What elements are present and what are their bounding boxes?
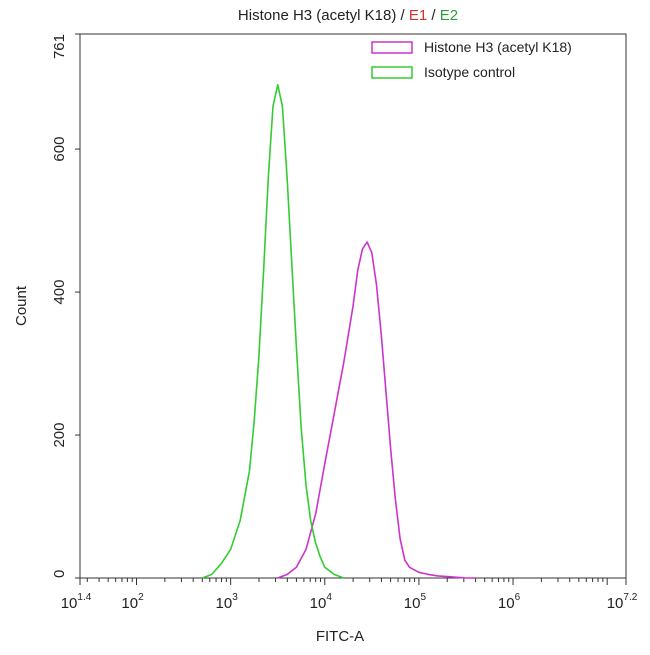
legend-label: Isotype control (424, 64, 515, 80)
title-part-0: Histone H3 (acetyl K18) (238, 7, 396, 24)
legend-swatch (371, 66, 413, 79)
x-tick-label: 101.4 (61, 592, 92, 612)
title-part-2: E1 (409, 7, 427, 24)
x-tick-label: 104 (310, 592, 333, 612)
series-line-1 (277, 241, 476, 579)
series-line-2 (202, 84, 344, 579)
x-axis: 101.4 102 103 104 105 106 107.2 (61, 578, 638, 612)
legend-swatch (371, 41, 413, 54)
x-tick-label: 102 (121, 592, 144, 612)
title-part-3: / (427, 7, 440, 24)
series-layer (202, 84, 476, 579)
x-tick-label: 106 (498, 592, 521, 612)
x-axis-title: FITC-A (316, 628, 364, 645)
y-axis: 0 200 400 600 761 (51, 33, 80, 579)
title-part-1: / (396, 7, 409, 24)
x-tick-label: 107.2 (607, 592, 638, 612)
y-tick-label: 0 (51, 570, 68, 578)
x-tick-label: 103 (216, 592, 239, 612)
y-tick-label: 761 (51, 34, 68, 59)
legend-label: Histone H3 (acetyl K18) (424, 39, 572, 55)
y-tick-label: 600 (51, 137, 68, 162)
y-tick-label: 200 (51, 423, 68, 448)
y-tick-label: 400 (51, 280, 68, 305)
y-axis-title: Count (13, 285, 30, 326)
chart-title: Histone H3 (acetyl K18) / E1 / E2 (238, 7, 458, 24)
legend: Histone H3 (acetyl K18) Isotype control (371, 39, 572, 80)
title-part-4: E2 (440, 7, 458, 24)
x-tick-label: 105 (404, 592, 427, 612)
